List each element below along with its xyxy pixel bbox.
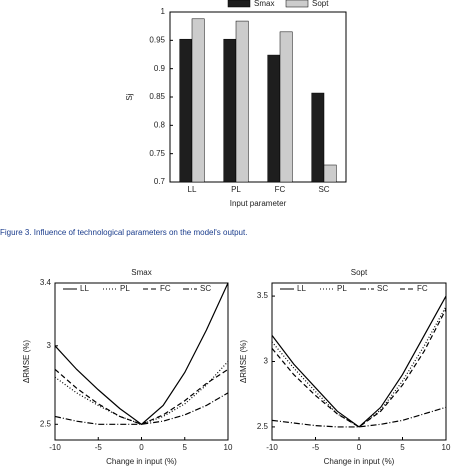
y-tick-label: 0.95 [149, 35, 165, 44]
x-tick-label: -5 [312, 443, 320, 452]
line [54, 282, 229, 426]
legend-label: PL [120, 284, 130, 293]
x-axis-label: Change in input (%) [324, 457, 395, 466]
x-tick-label: 5 [183, 443, 188, 452]
line [271, 306, 447, 428]
y-axis-label: ΔRMSE (%) [22, 340, 31, 383]
x-tick-label: FC [275, 185, 286, 194]
bar [311, 92, 325, 183]
caption: Figure 3. Influence of technological par… [0, 228, 248, 237]
legend-label: LL [80, 284, 89, 293]
y-tick-label: 3.4 [40, 278, 52, 287]
y-tick-label: 3 [264, 357, 269, 366]
x-tick-label: 0 [139, 443, 144, 452]
x-tick-label: LL [188, 185, 197, 194]
y-tick-label: 0.9 [154, 64, 166, 73]
x-tick-label: -10 [266, 443, 278, 452]
chart-title: Sopt [351, 268, 368, 277]
x-tick-label: PL [231, 185, 241, 194]
y-axis-label: ΔRMSE (%) [239, 340, 248, 383]
line [54, 361, 229, 425]
y-tick-label: 1 [161, 7, 166, 16]
y-tick-label: 0.85 [149, 92, 165, 101]
legend-swatch [227, 0, 251, 8]
legend-label: Sopt [312, 0, 329, 8]
x-tick-label: -5 [95, 443, 103, 452]
line [54, 392, 229, 425]
legend-label: LL [297, 284, 306, 293]
x-tick-label: 10 [224, 443, 233, 452]
line [271, 295, 447, 428]
y-axis-label: Sj [125, 93, 134, 100]
y-tick-label: 2.5 [40, 419, 52, 428]
legend-label: Smax [254, 0, 274, 8]
bar [279, 31, 293, 183]
y-tick-label: 0.8 [154, 120, 166, 129]
x-tick-label: -10 [49, 443, 61, 452]
legend-label: SC [377, 284, 388, 293]
legend-label: FC [417, 284, 428, 293]
line [271, 406, 447, 428]
y-tick-label: 3 [47, 341, 52, 350]
line [54, 368, 229, 425]
legend-label: PL [337, 284, 347, 293]
plot-frame [54, 282, 229, 441]
legend-swatch [285, 0, 309, 8]
x-axis-label: Change in input (%) [106, 457, 177, 466]
bar [235, 20, 249, 183]
legend-label: FC [160, 284, 171, 293]
y-tick-label: 3.5 [257, 291, 269, 300]
y-tick-label: 2.5 [257, 422, 269, 431]
plot-frame [271, 282, 447, 441]
bar [223, 38, 237, 183]
y-tick-label: 0.75 [149, 149, 165, 158]
x-tick-label: 5 [400, 443, 405, 452]
legend-label: SC [200, 284, 211, 293]
x-axis-label: Input parameter [230, 199, 287, 208]
x-tick-label: 10 [442, 443, 451, 452]
bar [323, 164, 337, 183]
bar [267, 54, 281, 183]
y-tick-label: 0.7 [154, 177, 166, 186]
line [271, 308, 447, 428]
x-tick-label: SC [318, 185, 329, 194]
bar [191, 18, 205, 183]
bar [179, 38, 193, 183]
x-tick-label: 0 [357, 443, 362, 452]
chart-title: Smax [131, 268, 151, 277]
